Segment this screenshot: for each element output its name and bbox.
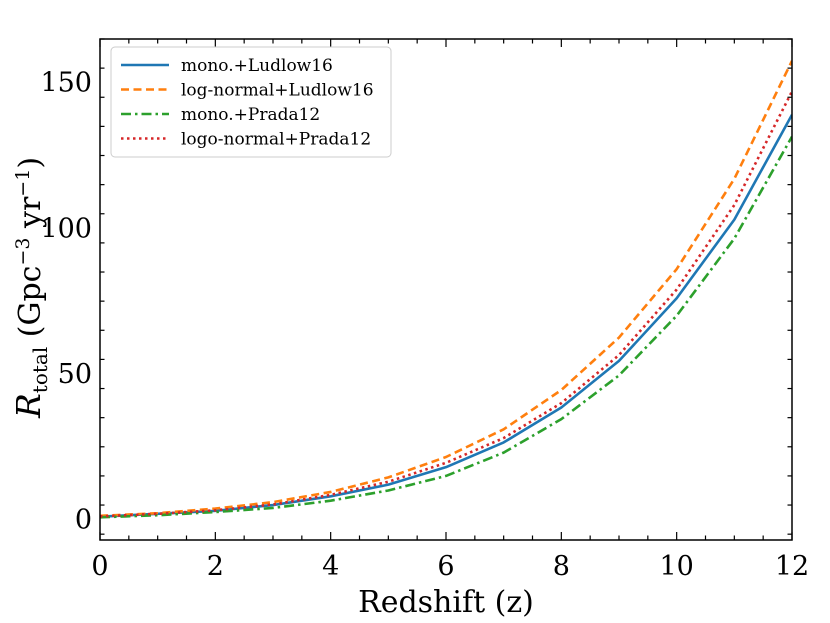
y-axis-subscript: total — [28, 347, 52, 393]
x-tick-label: 4 — [322, 551, 339, 582]
y-axis-label: Rtotal (Gpc−3 yr−1) — [9, 157, 52, 419]
legend-box — [110, 46, 392, 158]
y-tick-label: 50 — [58, 359, 92, 390]
series-line-3 — [100, 135, 792, 519]
x-tick-label: 2 — [207, 551, 224, 582]
x-axis-label: Redshift (z) — [358, 585, 534, 620]
legend-label-2: log-normal+Ludlow16 — [181, 81, 374, 101]
tick-labels: 0 2 4 6 8 10 12 0 50 100 150 — [40, 68, 809, 582]
y-axis-units-suffix: ) — [13, 157, 48, 169]
legend-label-1: mono.+Ludlow16 — [181, 56, 333, 76]
x-tick-label: 8 — [553, 551, 570, 582]
y-tick-label: 0 — [75, 505, 92, 536]
y-tick-label: 100 — [40, 213, 92, 244]
y-tick-label: 150 — [40, 68, 92, 99]
legend-label-4: logo-normal+Prada12 — [181, 130, 371, 150]
y-axis-units-exp1: −3 — [12, 238, 34, 266]
x-tick-label: 0 — [91, 551, 108, 582]
series-line-2 — [100, 60, 792, 518]
series-line-4 — [100, 90, 792, 518]
x-tick-label: 12 — [775, 551, 809, 582]
y-axis-units-prefix: (Gpc — [13, 266, 48, 347]
y-axis-units-exp2: −1 — [12, 169, 34, 197]
legend: mono.+Ludlow16 log-normal+Ludlow16 mono.+P… — [110, 46, 392, 158]
plot-area — [100, 60, 792, 519]
y-axis-symbol: R — [9, 393, 48, 419]
legend-label-3: mono.+Prada12 — [181, 105, 320, 125]
axes-frame — [99, 38, 793, 541]
x-tick-label: 10 — [659, 551, 693, 582]
y-axis-units-mid: yr — [13, 196, 48, 237]
x-tick-label: 6 — [437, 551, 454, 582]
